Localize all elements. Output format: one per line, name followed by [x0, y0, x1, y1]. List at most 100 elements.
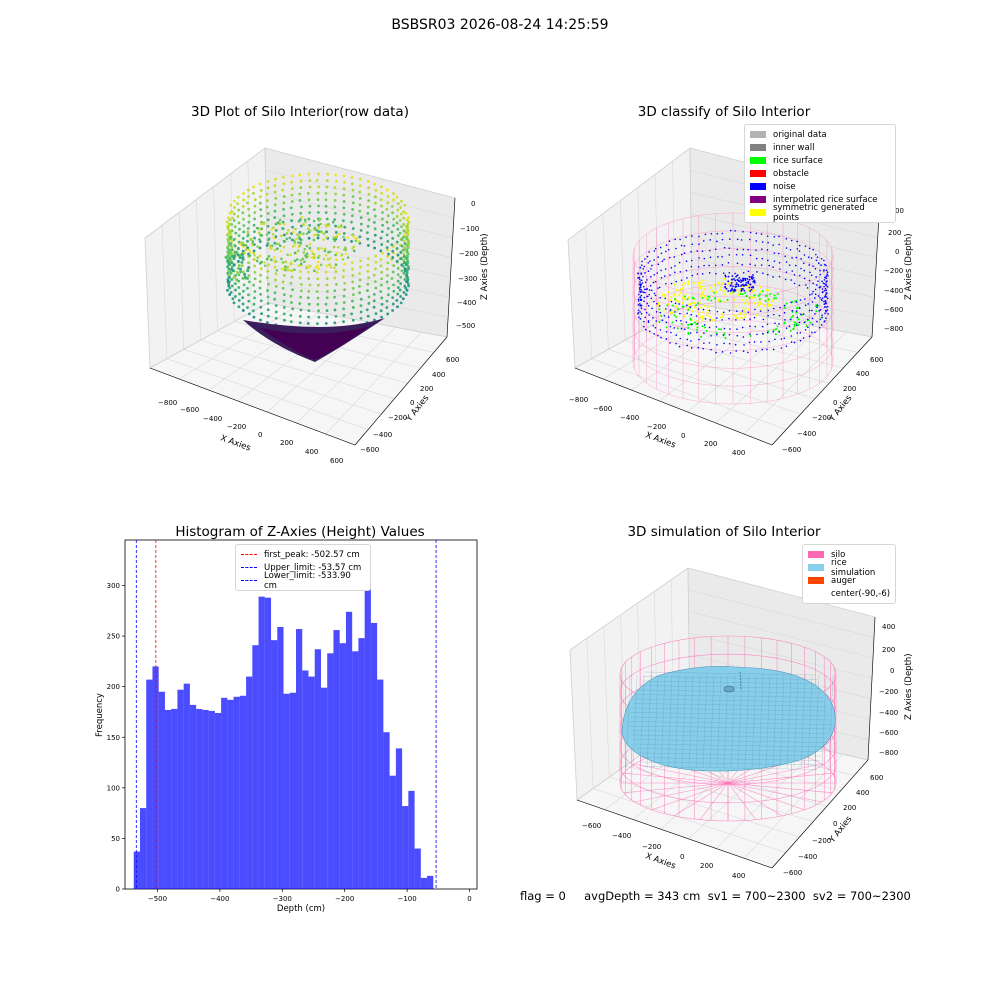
legend-item: noise: [750, 180, 890, 193]
raw-point: [322, 232, 326, 235]
rice-surface-point: [776, 293, 779, 296]
noise-point: [695, 315, 698, 317]
noise-point: [690, 340, 692, 342]
noise-point: [798, 250, 801, 252]
silo-floor-spoke: [634, 763, 729, 784]
raw-point: [266, 314, 270, 318]
raw-point: [312, 227, 316, 231]
noise-point: [798, 321, 801, 324]
rice-surface-point: [774, 297, 777, 300]
noise-point: [821, 316, 823, 319]
rice-surface-point: [701, 297, 704, 300]
raw-point: [385, 246, 389, 250]
symmetric-point: [754, 296, 757, 299]
raw-point: [283, 318, 286, 322]
raw-point: [333, 239, 337, 242]
noise-point: [752, 276, 755, 279]
noise-point: [642, 275, 644, 278]
noise-point: [816, 284, 818, 286]
raw-point: [380, 270, 384, 274]
noise-point: [731, 287, 733, 290]
rice-surface-point: [792, 314, 795, 317]
raw-point: [273, 265, 277, 269]
raw-point: [230, 223, 234, 226]
raw-point: [317, 309, 320, 313]
rice-surface-point: [680, 323, 683, 326]
raw-point: [293, 244, 296, 247]
raw-point: [304, 220, 307, 223]
noise-point: [639, 266, 642, 269]
noise-point: [639, 296, 642, 298]
noise-point: [680, 253, 683, 256]
noise-point: [708, 264, 710, 267]
raw-point: [374, 201, 377, 205]
noise-point: [752, 286, 755, 289]
rice-surface-point: [785, 302, 788, 305]
raw-point: [390, 230, 394, 234]
noise-point: [643, 300, 645, 303]
raw-point: [359, 304, 363, 308]
noise-point: [637, 293, 640, 296]
raw-point: [274, 310, 278, 314]
noise-point: [698, 338, 700, 341]
noise-point: [803, 277, 806, 280]
raw-point: [391, 270, 395, 274]
legend-swatch: [808, 564, 824, 571]
raw-point: [247, 214, 251, 218]
noise-point: [669, 325, 672, 328]
raw-point: [237, 263, 241, 267]
noise-point: [655, 311, 658, 313]
noise-point: [766, 273, 769, 276]
raw-surface-points: [224, 215, 361, 282]
raw-point: [265, 257, 269, 261]
histogram-bar: [264, 597, 272, 889]
legend-label: silo: [831, 549, 846, 560]
noise-point: [704, 233, 707, 236]
noise-point: [679, 238, 681, 241]
raw-point: [260, 222, 263, 226]
raw-point: [242, 230, 246, 234]
raw-point: [396, 279, 400, 283]
noise-point: [646, 295, 648, 298]
raw-point: [342, 313, 346, 317]
raw-point: [252, 283, 256, 287]
raw-point: [324, 253, 328, 257]
raw-point: [244, 248, 248, 252]
raw-point: [342, 187, 346, 191]
raw-point: [227, 222, 231, 226]
noise-point: [643, 288, 646, 291]
rice-surface-point: [724, 336, 727, 339]
noise-point: [642, 291, 645, 294]
noise-point: [685, 236, 687, 239]
raw-point: [334, 314, 338, 318]
raw-point: [299, 270, 302, 273]
raw-point: [286, 228, 290, 232]
raw-point: [317, 230, 321, 234]
raw-point: [266, 224, 270, 228]
raw-point: [226, 233, 229, 237]
raw-point: [259, 293, 263, 296]
classify-z-tick: 0: [895, 248, 899, 256]
noise-point: [794, 264, 797, 267]
noise-point: [779, 268, 781, 270]
raw-point: [273, 248, 277, 252]
raw-point: [239, 267, 243, 271]
raw-point: [343, 288, 346, 292]
raw-point: [366, 269, 370, 273]
raw-point: [230, 278, 234, 281]
gridline: [267, 280, 449, 318]
raw-point: [299, 241, 303, 245]
symmetric-point: [747, 284, 750, 287]
raw-point: [386, 293, 390, 297]
noise-point: [818, 310, 821, 312]
noise-point: [823, 282, 826, 285]
raw-point: [351, 299, 354, 303]
histogram-bar: [289, 692, 297, 889]
raw-point: [297, 264, 301, 267]
y-tick-label: 50: [111, 835, 120, 843]
histogram-bar: [271, 640, 278, 889]
raw-point: [373, 233, 377, 237]
noise-point: [804, 329, 807, 331]
symmetric-point: [688, 302, 692, 306]
noise-point: [748, 275, 751, 278]
